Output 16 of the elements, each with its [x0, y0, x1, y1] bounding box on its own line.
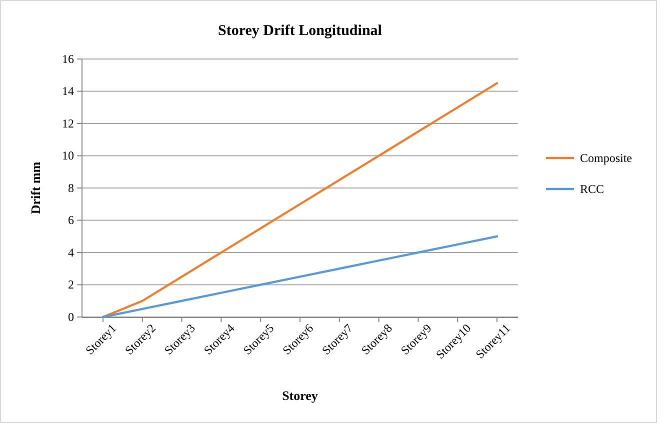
x-axis-title: Storey — [282, 388, 318, 403]
legend-label: Composite — [580, 151, 632, 165]
y-tick-label: 16 — [62, 52, 74, 66]
y-axis-title: Drift mm — [28, 162, 43, 214]
y-tick-label: 14 — [62, 84, 74, 98]
y-tick-label: 0 — [68, 310, 74, 324]
chart-title: Storey Drift Longitudinal — [218, 23, 382, 39]
line-series — [102, 82, 498, 318]
y-tick-label: 2 — [68, 278, 74, 292]
y-tick-label: 12 — [62, 116, 74, 130]
y-tick-label: 10 — [62, 148, 74, 163]
legend-label: RCC — [580, 182, 604, 196]
line-series — [102, 235, 498, 318]
y-tick-label: 6 — [68, 213, 74, 228]
y-tick-label: 4 — [68, 245, 74, 260]
y-tick-label: 8 — [68, 180, 74, 195]
